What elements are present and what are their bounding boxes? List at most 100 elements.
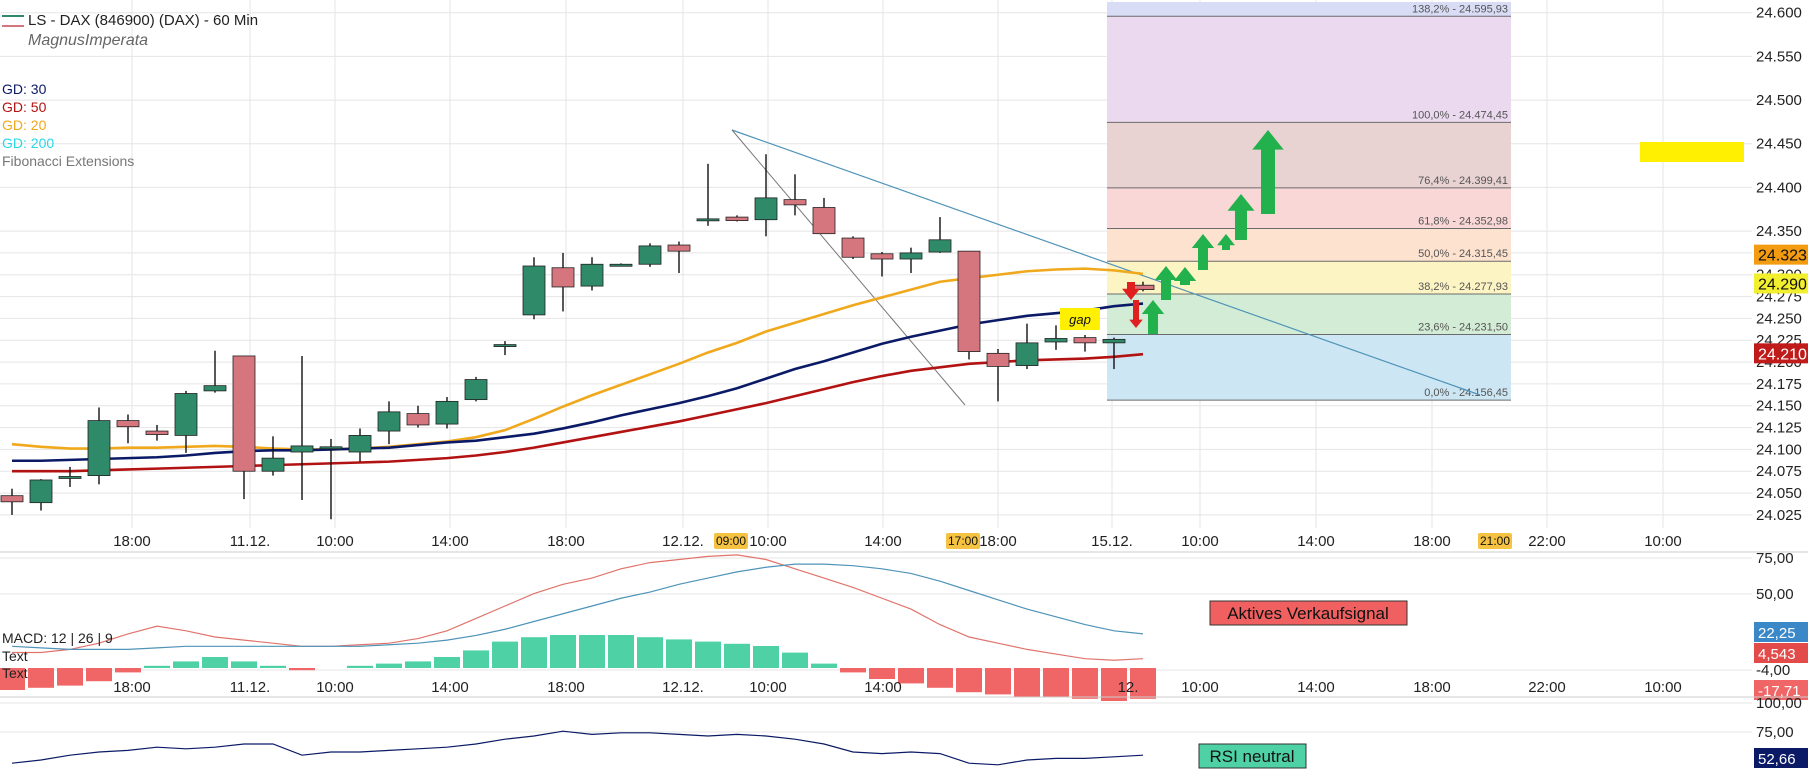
macd-hist-bar	[753, 646, 779, 668]
time-tick-label: 18:00	[979, 533, 1017, 550]
macd-value-badge: 4,543	[1754, 643, 1808, 663]
macd-hist-bar	[840, 668, 866, 673]
sell-signal-bg	[1209, 600, 1408, 626]
fib-level-label: 0,0% - 24.156,45	[1424, 387, 1508, 399]
macd-hist-bar	[492, 641, 518, 668]
price-tick-label: 24.450	[1756, 136, 1802, 153]
macd-value-badge-label: -17,71	[1758, 683, 1801, 700]
candle	[696, 163, 720, 226]
fib-level-label: 23,6% - 24.231,50	[1418, 322, 1508, 334]
macd-hist-bar	[405, 661, 431, 668]
macd-tick-label: -4,00	[1756, 662, 1790, 679]
candle-body	[145, 430, 169, 435]
arrow-up-icon	[1191, 234, 1215, 270]
price-badge-bg	[1754, 244, 1808, 265]
macd-hist-bar	[173, 661, 199, 668]
price-badge-label: 24.323	[1758, 248, 1807, 265]
candle	[638, 243, 662, 267]
candle	[29, 479, 53, 511]
price-tick-label: 24.025	[1756, 507, 1802, 524]
chart-title-text: LS - DAX (846900) (DAX) - 60 Min	[28, 12, 259, 29]
candle-body	[1044, 338, 1068, 343]
macd-time-label: 12.12.	[662, 679, 704, 696]
time-badge: 17:00	[946, 533, 980, 549]
candle-body	[174, 393, 198, 436]
time-tick-label: 22:00	[1528, 533, 1566, 550]
arrow-up-icon	[1173, 267, 1197, 285]
candle-body	[1073, 337, 1097, 344]
price-badge: 24.290	[1754, 273, 1808, 294]
candle	[377, 401, 401, 445]
macd-tick-label: 50,00	[1756, 586, 1794, 603]
price-badge-label: 24.290	[1758, 276, 1807, 293]
candle	[1073, 334, 1097, 352]
candle	[203, 350, 227, 393]
arrow-up-icon	[1217, 234, 1235, 250]
candle	[348, 428, 372, 462]
candle-body	[203, 385, 227, 392]
macd-hist-bar	[782, 652, 808, 668]
macd-hist-bar	[637, 637, 663, 668]
rsi-value-badge-label: 52,66	[1758, 751, 1796, 768]
ma-line-20	[11, 267, 1144, 451]
arrow-down-icon	[1129, 300, 1143, 328]
candle	[435, 397, 459, 429]
candle	[116, 414, 140, 444]
time-tick-label: 15.12.	[1091, 533, 1133, 550]
macd-hist-bar	[434, 657, 460, 668]
legend-gd20[interactable]: GD: 20	[2, 117, 47, 133]
candles: gap	[0, 154, 1155, 520]
macd-hist-bar	[608, 635, 634, 668]
macd-hist-bar	[956, 668, 982, 693]
fib-level-label: 100,0% - 24.474,45	[1412, 109, 1508, 121]
macd-hist-bar	[376, 663, 402, 668]
macd-time-label: 10:00	[1644, 679, 1682, 696]
rsi-neutral-bg	[1198, 743, 1307, 769]
time-tick-label: 12.12.	[662, 533, 704, 550]
fibonacci-extensions: 138,2% - 24.595,93 100,0% - 24.474,45 76,4…	[1107, 2, 1511, 401]
candle	[58, 466, 82, 487]
legend-gd30[interactable]: GD: 30	[2, 81, 47, 97]
macd-panel: 75,00 50,00 -4,00 MACD: 12 | 26 | 9 TextText…	[0, 550, 1808, 701]
legend-fibonacci[interactable]: Fibonacci Extensions	[2, 153, 135, 169]
arrow-up-icon	[1154, 266, 1178, 300]
legend-gd200[interactable]: GD: 200	[2, 135, 55, 151]
time-tick-label: 18:00	[547, 533, 585, 550]
candle	[0, 488, 24, 515]
time-tick-label: 14:00	[1297, 533, 1335, 550]
fib-band	[1107, 334, 1511, 401]
legend-gd50[interactable]: GD: 50	[2, 99, 47, 115]
rsi-value-badge: 52,66	[1754, 748, 1808, 768]
macd-time-label: 14:00	[864, 679, 902, 696]
price-badge: 24.210	[1754, 343, 1808, 364]
candle	[464, 376, 488, 402]
indicator-legend: GD: 30 GD: 50 GD: 20 GD: 200 Fibonacci E…	[2, 80, 134, 170]
macd-hist-bar	[1014, 668, 1040, 697]
candle	[1044, 325, 1068, 350]
candle-body	[406, 413, 430, 426]
candle-body	[87, 420, 111, 476]
candle-body	[232, 355, 256, 472]
trendline-retracement[interactable]	[731, 129, 966, 406]
time-tick-label: 11.12.	[230, 533, 271, 550]
time-tick-label: 14:00	[431, 533, 469, 550]
candle-body	[319, 446, 343, 450]
price-tick-label: 24.050	[1756, 485, 1802, 502]
rsi-tick-label: 100,00	[1756, 695, 1802, 712]
macd-line	[12, 554, 1144, 661]
macd-text-label: Text	[2, 648, 28, 664]
macd-hist-bar	[695, 641, 721, 668]
macd-hist-bar	[115, 668, 141, 673]
trendline-main[interactable]	[731, 129, 1481, 396]
rsi-line	[11, 730, 1144, 766]
candle	[319, 438, 343, 520]
value-badges: 24.323 24.290 24.210	[1754, 244, 1808, 364]
arrow-up-icon	[1227, 194, 1255, 240]
candle-body	[261, 457, 285, 472]
fib-level-label: 76,4% - 24.399,41	[1418, 175, 1508, 187]
gap-box	[1060, 308, 1100, 330]
candle	[261, 436, 285, 476]
macd-text-label: Text	[2, 665, 28, 681]
fib-band	[1107, 122, 1511, 188]
